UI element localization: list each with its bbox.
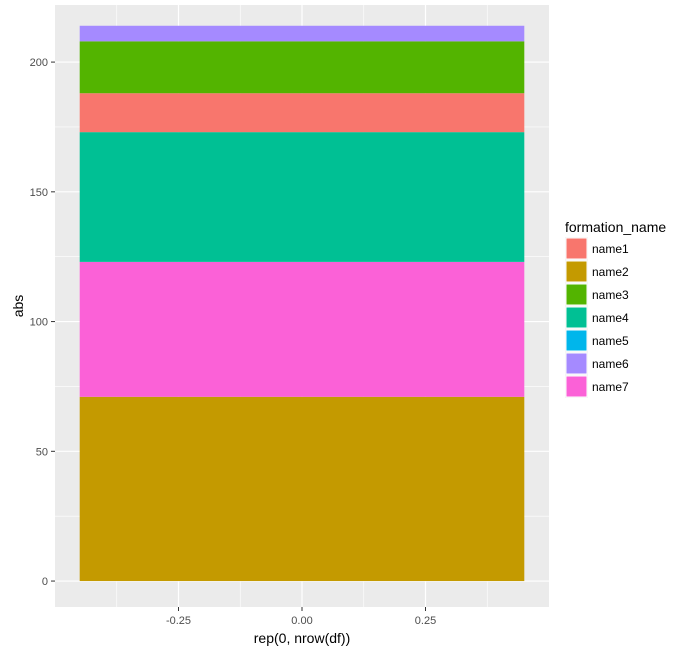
- bar-segment-name2: [79, 396, 525, 582]
- bar-segment-name1: [79, 93, 525, 133]
- legend-swatch-name6: [565, 352, 588, 375]
- x-tick-label: -0.25: [166, 615, 191, 627]
- x-tick-label: 0.00: [291, 615, 312, 627]
- bar-segment-name3: [79, 41, 525, 94]
- legend-title: formation_name: [565, 219, 666, 235]
- y-tick-label: 100: [30, 317, 48, 329]
- bar-segment-name7: [79, 261, 525, 397]
- x-axis-title: rep(0, nrow(df)): [254, 630, 350, 646]
- legend-swatch-name4: [565, 306, 588, 329]
- legend-swatch-name5: [565, 329, 588, 352]
- y-tick-label: 200: [30, 57, 48, 69]
- legend-label: name4: [592, 311, 629, 325]
- x-tick-label: 0.25: [415, 615, 436, 627]
- legend-swatch-name2: [565, 260, 588, 283]
- y-axis-title: abs: [10, 295, 26, 318]
- legend-swatch-name3: [565, 283, 588, 306]
- legend-label: name6: [592, 357, 629, 371]
- legend-label: name5: [592, 334, 629, 348]
- y-tick-label: 0: [42, 576, 48, 588]
- bar-segment-name6: [79, 25, 525, 42]
- legend-label: name3: [592, 288, 629, 302]
- legend-swatch-name1: [565, 237, 588, 260]
- x-axis: -0.25 0.00 0.25: [166, 607, 436, 627]
- legend-label: name7: [592, 380, 629, 394]
- legend: formation_name name1 name2 name3 name4 name5…: [565, 219, 666, 398]
- legend-swatch-name7: [565, 375, 588, 398]
- y-tick-label: 150: [30, 187, 48, 199]
- bar-segment-name4: [79, 132, 525, 262]
- legend-label: name2: [592, 265, 629, 279]
- y-tick-label: 50: [36, 446, 48, 458]
- y-axis: 0 50 100 150 200: [30, 57, 55, 588]
- stacked-bar: [79, 25, 525, 582]
- legend-label: name1: [592, 242, 629, 256]
